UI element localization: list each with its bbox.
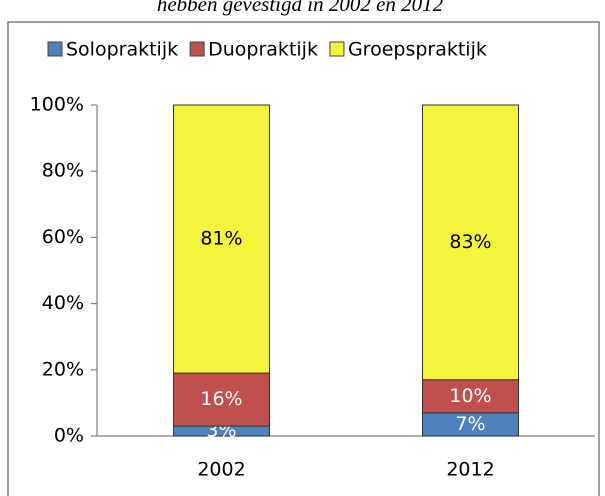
bar-segment (173, 372, 270, 427)
y-tick-label: 0% (54, 425, 84, 447)
data-label: 16% (200, 388, 242, 410)
x-tick-label: 2002 (197, 459, 245, 481)
data-label: 83% (449, 231, 491, 253)
legend-swatch (47, 41, 63, 57)
chart-title: hebben gevestigd in 2002 en 2012 (157, 0, 444, 16)
legend-swatch (189, 41, 205, 57)
data-label: 81% (200, 228, 242, 250)
bar-segment (422, 104, 519, 381)
bar-segment (422, 379, 519, 414)
y-tick-label: 40% (42, 292, 84, 314)
legend-label: Duopraktijk (208, 39, 318, 61)
data-label: 7% (455, 413, 485, 435)
bar-segment (173, 104, 270, 374)
y-tick-label: 60% (42, 226, 84, 248)
y-tick-label: 100% (30, 94, 84, 116)
legend-label: Groepspraktijk (348, 39, 487, 61)
legend-swatch (329, 41, 345, 57)
legend-label: Solopraktijk (66, 39, 178, 61)
y-tick-label: 20% (42, 358, 84, 380)
data-label: 10% (449, 385, 491, 407)
x-tick-label: 2012 (446, 459, 494, 481)
y-tick-label: 80% (42, 160, 84, 182)
